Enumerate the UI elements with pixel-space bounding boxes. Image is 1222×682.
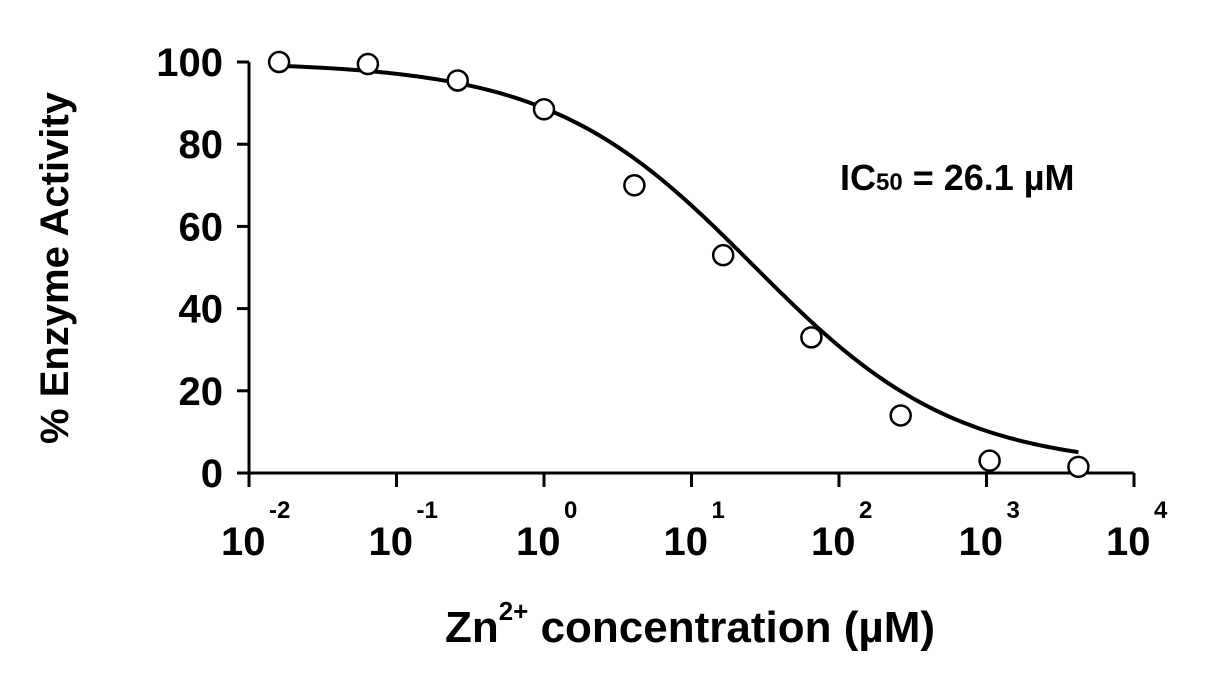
y-axis-title: % Enzyme Activity bbox=[33, 91, 77, 444]
x-axis-title: Zn2+ concentration (µM) bbox=[445, 596, 935, 652]
x-tick-label: 10 bbox=[221, 520, 266, 564]
data-points bbox=[267, 50, 1090, 479]
x-tick-exponent: 1 bbox=[712, 497, 725, 524]
y-tick-label: 80 bbox=[179, 123, 224, 167]
x-tick-label: 10 bbox=[664, 520, 709, 564]
ic50-value: = 26.1 µM bbox=[903, 157, 1075, 198]
y-tick-label: 100 bbox=[156, 41, 223, 85]
x-axis-title-sup: 2+ bbox=[499, 596, 529, 626]
data-point bbox=[889, 404, 912, 427]
data-point bbox=[532, 98, 556, 121]
data-point bbox=[446, 69, 469, 92]
data-point bbox=[978, 449, 1001, 472]
x-tick-exponent: -2 bbox=[269, 497, 290, 524]
fit-curve bbox=[279, 63, 1079, 455]
y-tick-label: 60 bbox=[179, 205, 224, 249]
data-point bbox=[623, 174, 646, 197]
x-tick-exponent: 3 bbox=[1007, 497, 1020, 524]
y-ticks: 0 20 40 60 80 100 bbox=[156, 41, 249, 496]
x-tick-exponent: 2 bbox=[859, 497, 872, 524]
y-tick-label: 40 bbox=[179, 288, 224, 332]
x-tick-label: 10 bbox=[516, 520, 561, 564]
data-point bbox=[711, 243, 735, 267]
data-point bbox=[800, 326, 823, 349]
x-tick-label: 10 bbox=[1106, 520, 1151, 564]
y-tick-label: 0 bbox=[201, 452, 223, 496]
ic50-prefix: IC bbox=[840, 157, 876, 198]
x-axis-title-main: Zn bbox=[445, 603, 499, 652]
y-tick-label: 20 bbox=[179, 370, 224, 414]
x-tick-label: 10 bbox=[811, 520, 856, 564]
data-point bbox=[1067, 455, 1090, 479]
x-axis-title-rest: concentration (µM) bbox=[528, 603, 935, 652]
ic50-annotation: IC50 = 26.1 µM bbox=[840, 157, 1075, 198]
x-tick-exponent: -1 bbox=[417, 497, 438, 524]
x-tick-label: 10 bbox=[959, 520, 1004, 564]
data-point bbox=[356, 52, 380, 76]
x-tick-label: 10 bbox=[369, 520, 414, 564]
data-point bbox=[267, 50, 291, 74]
x-tick-exponent: 4 bbox=[1154, 497, 1168, 524]
x-tick-exponent: 0 bbox=[564, 497, 577, 524]
ic50-subscript: 50 bbox=[876, 169, 903, 196]
